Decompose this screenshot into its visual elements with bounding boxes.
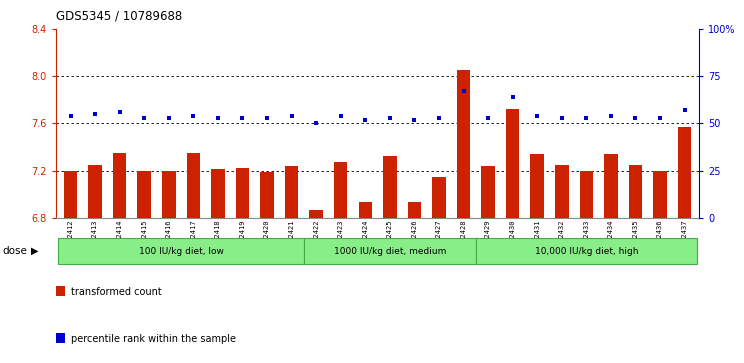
Point — [335, 113, 347, 119]
Point — [163, 115, 175, 121]
Point — [114, 109, 126, 115]
Point — [482, 115, 494, 121]
Point — [654, 115, 666, 121]
Point — [286, 113, 298, 119]
Text: 1000 IU/kg diet, medium: 1000 IU/kg diet, medium — [333, 247, 446, 256]
Bar — [64, 171, 77, 218]
Bar — [310, 209, 323, 218]
Bar — [162, 171, 176, 218]
Bar — [678, 127, 691, 218]
Bar — [383, 156, 397, 218]
Bar — [457, 70, 470, 218]
Point — [261, 115, 273, 121]
Bar — [89, 165, 102, 218]
Bar — [432, 176, 446, 218]
Bar — [506, 109, 519, 218]
Point — [65, 113, 77, 119]
Bar — [580, 171, 593, 218]
Point — [605, 113, 617, 119]
Point — [433, 115, 445, 121]
Bar — [359, 203, 372, 218]
Point — [408, 117, 420, 123]
Point — [580, 115, 592, 121]
Bar — [530, 154, 544, 218]
Point — [237, 115, 248, 121]
Text: ▶: ▶ — [31, 246, 39, 256]
Text: 100 IU/kg diet, low: 100 IU/kg diet, low — [138, 247, 223, 256]
Point — [89, 111, 101, 117]
FancyBboxPatch shape — [58, 238, 304, 264]
Text: dose: dose — [2, 246, 27, 256]
Bar — [187, 153, 200, 218]
Text: GDS5345 / 10789688: GDS5345 / 10789688 — [56, 9, 182, 22]
Point — [187, 113, 199, 119]
Bar — [629, 165, 642, 218]
Point — [679, 107, 690, 113]
Point — [531, 113, 543, 119]
Bar — [113, 153, 126, 218]
Bar — [260, 172, 274, 218]
Text: percentile rank within the sample: percentile rank within the sample — [71, 334, 236, 344]
Bar — [408, 203, 421, 218]
Bar — [334, 162, 347, 218]
Text: 10,000 IU/kg diet, high: 10,000 IU/kg diet, high — [535, 247, 638, 256]
Bar — [285, 166, 298, 218]
Bar — [653, 171, 667, 218]
Bar — [211, 170, 225, 218]
Point — [507, 94, 519, 100]
Point — [138, 115, 150, 121]
Point — [629, 115, 641, 121]
Bar — [481, 166, 495, 218]
Bar — [236, 168, 249, 218]
FancyBboxPatch shape — [476, 238, 697, 264]
Bar — [555, 165, 568, 218]
Point — [359, 117, 371, 123]
Point — [212, 115, 224, 121]
Bar — [138, 171, 151, 218]
Bar — [604, 154, 618, 218]
Point — [458, 89, 469, 94]
Text: transformed count: transformed count — [71, 287, 161, 297]
Point — [310, 121, 322, 126]
Point — [556, 115, 568, 121]
FancyBboxPatch shape — [304, 238, 476, 264]
Point — [384, 115, 396, 121]
